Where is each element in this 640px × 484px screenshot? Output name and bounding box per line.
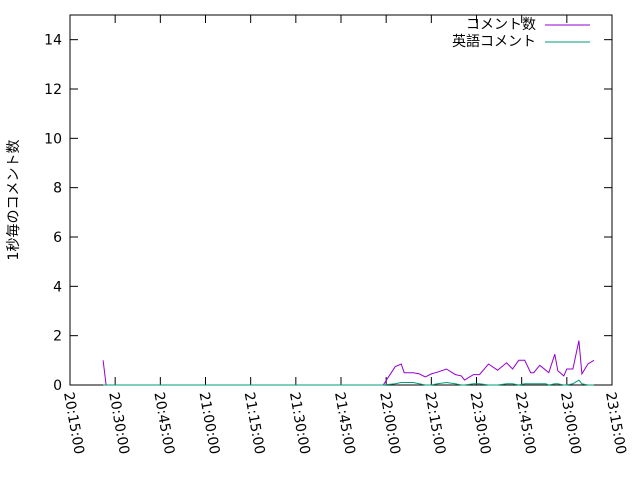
x-tick-label: 21:15:00 xyxy=(241,391,268,456)
x-tick-label: 22:30:00 xyxy=(467,391,494,456)
y-tick-label: 14 xyxy=(44,33,62,49)
y-tick-label: 4 xyxy=(53,279,62,295)
x-tick-label: 21:30:00 xyxy=(286,391,313,456)
y-tick-label: 2 xyxy=(53,329,62,345)
x-tick-label: 20:45:00 xyxy=(150,391,177,456)
x-tick-label: 20:15:00 xyxy=(60,391,87,456)
plot-frame xyxy=(70,15,612,385)
legend-label-1: 英語コメント xyxy=(452,33,536,50)
y-axis-label: 1秒毎のコメント数 xyxy=(6,140,22,261)
x-tick-label: 23:00:00 xyxy=(557,391,584,456)
y-tick-label: 12 xyxy=(44,82,62,98)
x-tick-label: 22:15:00 xyxy=(421,391,448,456)
x-tick-label: 20:30:00 xyxy=(105,391,132,456)
x-tick-label: 21:45:00 xyxy=(331,391,358,456)
y-tick-label: 10 xyxy=(44,131,62,147)
series-line-1 xyxy=(103,380,594,385)
x-tick-label: 22:00:00 xyxy=(376,391,403,456)
y-tick-label: 8 xyxy=(53,181,62,197)
x-tick-label: 23:15:00 xyxy=(602,391,629,456)
x-tick-label: 21:00:00 xyxy=(196,391,223,456)
series-line-0 xyxy=(103,341,594,385)
legend: コメント数 英語コメント xyxy=(452,17,590,50)
y-tick-label: 0 xyxy=(53,378,62,394)
y-tick-label: 6 xyxy=(53,230,62,246)
legend-label-0: コメント数 xyxy=(466,17,536,33)
x-tick-label: 22:45:00 xyxy=(512,391,539,456)
